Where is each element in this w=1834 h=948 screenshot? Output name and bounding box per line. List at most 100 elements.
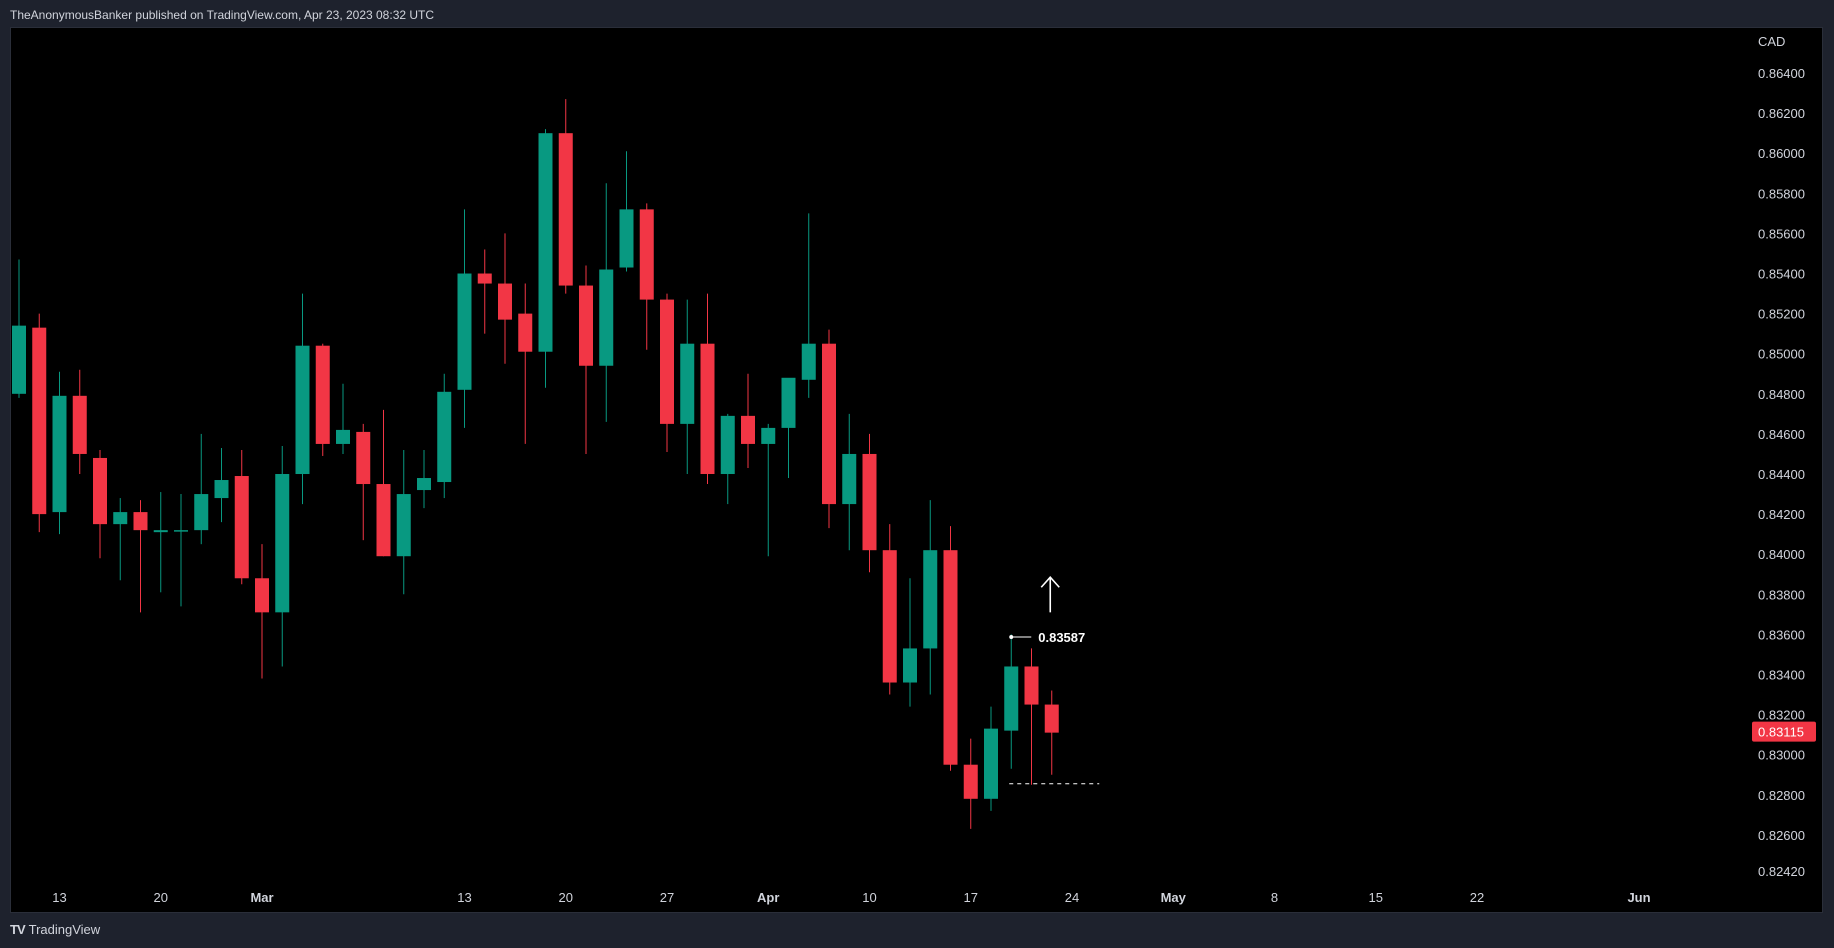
candle-body — [113, 512, 128, 525]
candle — [214, 447, 229, 523]
price-callout-label: 0.83587 — [1038, 630, 1085, 645]
candle-body — [153, 530, 168, 533]
candle — [32, 313, 47, 533]
current-price-badge — [1752, 721, 1816, 742]
candle-body — [984, 728, 998, 799]
candle-body — [680, 343, 695, 424]
candle-body — [599, 269, 614, 366]
candle — [599, 183, 614, 422]
candle — [356, 423, 371, 541]
candle — [923, 500, 938, 695]
candle-body — [538, 133, 553, 352]
candle — [133, 500, 148, 613]
price-tick-label: 0.85800 — [1758, 186, 1805, 201]
candle — [52, 371, 67, 535]
candle-body — [437, 391, 452, 483]
date-tick-label: 17 — [964, 890, 978, 905]
candle-body — [1044, 704, 1059, 733]
candle — [558, 99, 573, 294]
date-tick-label: 13 — [457, 890, 471, 905]
date-tick-label: 10 — [862, 890, 876, 905]
candle-body — [700, 343, 715, 475]
price-tick-label: 0.86200 — [1758, 106, 1805, 121]
candle-body — [498, 283, 512, 320]
candle — [963, 738, 978, 829]
price-tick-label: 0.84600 — [1758, 427, 1805, 442]
candle — [660, 293, 674, 452]
candle — [295, 293, 310, 505]
price-tick-label: 0.85200 — [1758, 307, 1805, 322]
price-tick-label: 0.83600 — [1758, 627, 1805, 642]
chart-area[interactable] — [10, 27, 1823, 913]
candle — [174, 494, 188, 607]
candle — [275, 445, 290, 667]
candle-body — [32, 327, 47, 515]
candle — [1044, 690, 1059, 775]
price-tick-label: 0.83800 — [1758, 587, 1805, 602]
date-tick-label: 27 — [660, 890, 674, 905]
price-tick-label: 0.82800 — [1758, 788, 1805, 803]
candle — [538, 129, 553, 388]
candle — [457, 209, 472, 428]
candle — [518, 283, 533, 444]
candle — [862, 433, 877, 573]
candle-body — [214, 480, 229, 499]
candle — [12, 259, 26, 398]
candle-body — [903, 648, 917, 683]
candle-body — [133, 512, 148, 531]
current-price-label: 0.83115 — [1758, 725, 1804, 740]
candle — [720, 413, 735, 505]
candle-body — [963, 764, 978, 799]
candle-body — [720, 415, 735, 475]
candle — [801, 213, 816, 398]
date-tick-label: May — [1161, 890, 1187, 905]
candle-body — [356, 431, 371, 485]
candle — [943, 526, 958, 771]
candle — [417, 449, 431, 509]
candle-body — [315, 345, 330, 444]
candle — [255, 544, 269, 679]
candle-body — [234, 476, 249, 579]
candle — [234, 449, 249, 585]
candle-body — [457, 273, 472, 390]
candle-body — [761, 427, 776, 444]
price-axis: CAD 0.86400 0.86200 0.86000 0.85800 0.85600 0.… — [1752, 34, 1816, 879]
candle — [903, 578, 917, 707]
date-tick-label: 13 — [52, 890, 66, 905]
footer-branding[interactable]: TV TradingView — [10, 922, 100, 937]
candle — [842, 413, 857, 551]
candle-body — [174, 530, 188, 532]
footer-brand-text: TradingView — [28, 922, 101, 937]
candle-body — [741, 415, 755, 444]
candle-body — [862, 453, 877, 551]
candle — [700, 293, 715, 485]
up-arrow-head-icon — [1040, 576, 1060, 588]
candle-body — [72, 395, 87, 454]
price-tick-label: 0.83000 — [1758, 748, 1805, 763]
date-tick-label: 15 — [1369, 890, 1383, 905]
candle — [72, 369, 87, 475]
price-tick-label: 0.85000 — [1758, 347, 1805, 362]
candle — [882, 524, 897, 695]
candle — [396, 449, 411, 595]
candle — [498, 233, 512, 364]
candle-body — [639, 209, 654, 300]
price-tick-label: 0.86000 — [1758, 146, 1805, 161]
candle — [1024, 648, 1039, 785]
candle-body — [93, 457, 107, 525]
date-tick-label: Apr — [757, 890, 779, 905]
candle-body — [1004, 666, 1019, 731]
candle-body — [801, 343, 816, 380]
candle-body — [275, 474, 290, 613]
candle — [1004, 634, 1019, 769]
candle-body — [842, 453, 857, 505]
price-tick-label: 0.82420 — [1758, 864, 1805, 879]
price-tick-label: 0.86400 — [1758, 66, 1805, 81]
candles-layer — [12, 99, 1059, 829]
candle-body — [923, 550, 938, 649]
candle-body — [1024, 666, 1039, 705]
candle — [680, 299, 695, 475]
candle-body — [417, 478, 431, 491]
price-tick-label: 0.84800 — [1758, 387, 1805, 402]
